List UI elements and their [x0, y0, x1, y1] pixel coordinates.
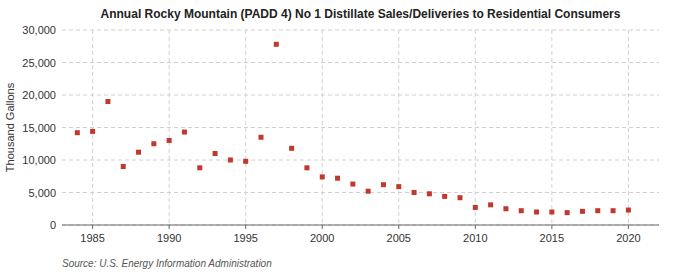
point [151, 141, 156, 146]
x-tick-mark [628, 225, 629, 229]
x-tick-mark [475, 225, 476, 229]
x-tick-mark [92, 225, 93, 229]
point [595, 208, 600, 213]
title: Annual Rocky Mountain (PADD 4) No 1 Dist… [101, 7, 621, 21]
point [105, 99, 110, 104]
point [274, 42, 279, 47]
point [381, 182, 386, 187]
x-grid-line [169, 30, 170, 225]
point [488, 202, 493, 207]
grid [62, 30, 659, 225]
point [197, 165, 202, 170]
point [458, 195, 463, 200]
point [213, 151, 218, 156]
point [366, 189, 371, 194]
points [75, 42, 631, 215]
point [182, 130, 187, 135]
x-tick-mark [245, 225, 246, 229]
y-tick-label: 15,000 [22, 122, 56, 134]
point [427, 191, 432, 196]
point [549, 210, 554, 215]
point [121, 164, 126, 169]
point [75, 130, 80, 135]
x-grid-line [551, 30, 552, 225]
y-grid-line [62, 160, 659, 161]
point [442, 194, 447, 199]
x-tick-label: 2000 [310, 232, 334, 244]
y-tick-label: 5,000 [28, 187, 56, 199]
point [626, 208, 631, 213]
x-grid-line [322, 30, 323, 225]
y-tick-label: 0 [50, 219, 56, 231]
y-grid-line [62, 127, 659, 128]
x-tick-label: 2020 [616, 232, 640, 244]
axes: 0 5,000 10,000 15,000 20,000 25,000 30,000 1985… [22, 24, 659, 244]
point [167, 138, 172, 143]
point [580, 209, 585, 214]
point [565, 210, 570, 215]
x-tick-mark [398, 225, 399, 229]
x-tick-label: 2010 [463, 232, 487, 244]
x-tick-mark [169, 225, 170, 229]
point [228, 158, 233, 163]
y-grid-line [62, 225, 659, 226]
point [289, 146, 294, 151]
x-tick-label: 1990 [157, 232, 181, 244]
y-grid-line [62, 62, 659, 63]
point [335, 176, 340, 181]
point [259, 135, 264, 140]
point [320, 174, 325, 179]
x-grid-line [92, 30, 93, 225]
x-grid-line [245, 30, 246, 225]
x-grid-line [475, 30, 476, 225]
point [350, 182, 355, 187]
x-tick-label: 1995 [233, 232, 257, 244]
y-grid-line [62, 30, 659, 31]
point [412, 190, 417, 195]
y-tick-label: 25,000 [22, 57, 56, 69]
y-tick-label: 10,000 [22, 154, 56, 166]
chart: 0 5,000 10,000 15,000 20,000 25,000 30,000 1985… [0, 0, 675, 275]
x-tick-label: 2005 [387, 232, 411, 244]
x-grid-line [398, 30, 399, 225]
point [473, 205, 478, 210]
point [611, 208, 616, 213]
point [503, 206, 508, 211]
y-axis-label: Thousand Gallons [4, 82, 16, 172]
x-tick-label: 1985 [80, 232, 104, 244]
y-grid-line [62, 95, 659, 96]
source-note: Source: U.S. Energy Information Administ… [62, 258, 272, 269]
x-grid-line [628, 30, 629, 225]
x-tick-label: 2015 [540, 232, 564, 244]
x-tick-mark [551, 225, 552, 229]
point [136, 150, 141, 155]
point [90, 129, 95, 134]
y-tick-label: 20,000 [22, 89, 56, 101]
point [519, 208, 524, 213]
x-tick-mark [322, 225, 323, 229]
point [304, 165, 309, 170]
y-tick-label: 30,000 [22, 24, 56, 36]
y-grid-line [62, 192, 659, 193]
point [534, 210, 539, 215]
x-axis-line [62, 225, 659, 226]
point [243, 159, 248, 164]
point [396, 184, 401, 189]
